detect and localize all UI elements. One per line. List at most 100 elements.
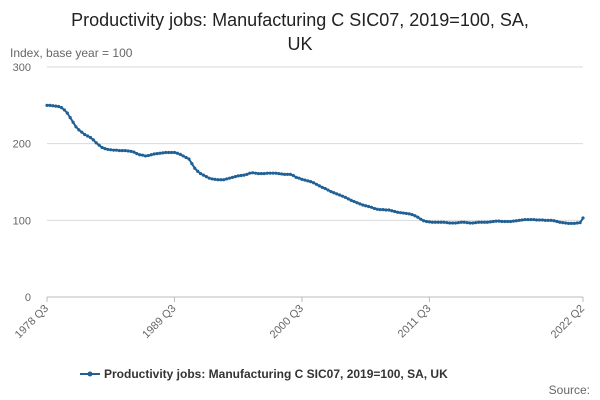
data-point[interactable] [106,147,110,152]
data-point[interactable] [453,221,458,225]
data-point[interactable] [59,106,64,110]
data-point[interactable] [242,173,246,177]
data-point[interactable] [62,108,66,112]
data-point[interactable] [280,172,284,176]
data-point[interactable] [256,171,261,176]
data-point[interactable] [303,178,307,182]
data-point[interactable] [529,217,533,222]
data-point[interactable] [343,195,348,199]
data-point[interactable] [543,218,547,222]
data-point[interactable] [384,208,388,212]
data-point[interactable] [277,171,281,176]
data-point[interactable] [346,197,350,201]
data-point[interactable] [175,151,179,155]
data-point[interactable] [146,153,151,158]
data-point[interactable] [88,135,93,140]
data-point[interactable] [468,221,472,225]
data-point[interactable] [511,219,516,223]
data-point[interactable] [451,221,455,225]
data-point[interactable] [94,141,98,145]
data-point[interactable] [497,219,501,223]
data-point[interactable] [141,153,145,157]
data-point[interactable] [413,214,417,218]
data-point[interactable] [248,171,252,175]
data-point[interactable] [259,171,263,176]
data-point[interactable] [126,149,130,153]
data-point[interactable] [114,148,119,152]
data-point[interactable] [561,221,565,225]
data-point[interactable] [393,209,397,214]
data-point[interactable] [56,104,61,109]
data-point[interactable] [500,219,504,224]
data-point[interactable] [317,184,321,188]
data-point[interactable] [419,217,423,221]
data-point[interactable] [294,175,298,179]
data-point[interactable] [398,211,403,215]
data-point[interactable] [340,194,345,198]
data-point[interactable] [352,199,356,204]
data-point[interactable] [74,125,78,129]
data-point[interactable] [65,111,69,115]
data-point[interactable] [555,219,559,224]
data-point[interactable] [479,220,484,224]
data-point[interactable] [566,221,571,225]
data-point[interactable] [190,162,194,166]
data-point[interactable] [494,219,498,223]
data-point[interactable] [123,148,127,153]
data-point[interactable] [201,173,206,177]
data-point[interactable] [100,145,104,150]
data-point[interactable] [326,188,330,192]
data-point[interactable] [245,172,249,176]
data-point[interactable] [355,201,359,205]
data-point[interactable] [184,155,188,160]
data-point[interactable] [143,154,148,158]
data-point[interactable] [439,220,443,224]
data-point[interactable] [514,219,518,223]
data-point[interactable] [129,149,133,153]
data-point[interactable] [485,220,489,224]
data-point[interactable] [549,218,553,222]
data-point[interactable] [433,220,437,224]
data-point[interactable] [581,216,585,220]
data-point[interactable] [225,177,229,181]
data-point[interactable] [372,206,376,211]
data-point[interactable] [407,212,411,216]
data-point[interactable] [233,175,237,179]
data-point[interactable] [112,148,116,152]
data-point[interactable] [236,174,240,178]
data-point[interactable] [456,221,461,225]
data-point[interactable] [155,152,159,156]
data-point[interactable] [546,218,550,222]
data-point[interactable] [196,169,200,173]
data-point[interactable] [503,219,507,224]
data-point[interactable] [532,217,536,222]
data-point[interactable] [172,150,177,155]
data-point[interactable] [204,175,208,179]
data-point[interactable] [109,148,113,152]
data-point[interactable] [575,221,579,225]
data-point[interactable] [329,189,333,194]
data-point[interactable] [216,178,220,182]
data-point[interactable] [540,218,545,222]
data-point[interactable] [410,212,414,217]
data-point[interactable] [338,193,342,197]
data-point[interactable] [311,181,316,185]
data-point[interactable] [558,220,562,224]
data-point[interactable] [424,219,429,224]
data-point[interactable] [349,198,353,202]
data-point[interactable] [358,202,362,206]
data-point[interactable] [361,203,365,207]
data-point[interactable] [135,152,139,156]
data-point[interactable] [569,221,574,225]
data-point[interactable] [91,138,95,142]
data-point[interactable] [178,152,182,156]
data-point[interactable] [404,211,408,216]
data-point[interactable] [198,171,203,176]
data-point[interactable] [71,120,75,124]
data-point[interactable] [262,171,266,176]
data-point[interactable] [535,218,539,222]
data-point[interactable] [54,104,58,108]
data-point[interactable] [77,128,81,132]
data-point[interactable] [227,176,232,180]
data-point[interactable] [80,130,84,134]
